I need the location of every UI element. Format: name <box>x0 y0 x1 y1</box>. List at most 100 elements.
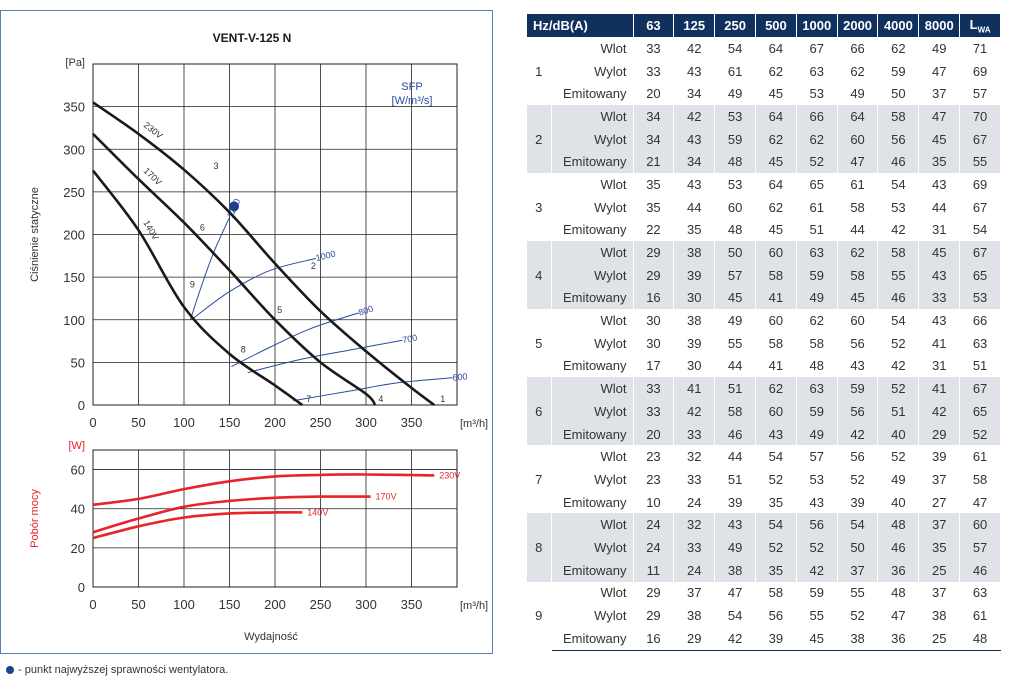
row-type-label: Wlot <box>551 513 634 537</box>
table-row: 3 Wlot 35 43 53 64 65 61 54 43 69 <box>527 173 1001 242</box>
table-row: Emitowany 16 29 42 39 45 38 36 25 48 <box>527 626 1001 651</box>
table-cell: 60 <box>755 309 797 332</box>
table-cell: 25 <box>918 626 961 651</box>
table-cell: 38 <box>673 604 716 627</box>
table-group-4: 4 Wlot 29 38 50 60 63 62 58 45 67 Wylot 29 39 57 58 59 58… <box>527 241 1001 310</box>
table-group-3: 3 Wlot 35 43 53 64 65 61 54 43 69 Wylot 35 44 60 62 61 58… <box>527 173 1001 242</box>
table-cell: 36 <box>877 558 920 582</box>
table-cell: 30 <box>673 354 716 378</box>
table-cell: 64 <box>837 105 879 128</box>
group-number: 8 <box>527 513 552 582</box>
table-cell: 31 <box>918 354 961 378</box>
table-cell: 39 <box>755 626 797 651</box>
table-cell: 50 <box>837 536 879 559</box>
table-row: Wylot 33 43 61 62 63 62 59 47 69 <box>527 59 1001 83</box>
header-freq-250: 250 <box>714 14 756 37</box>
table-cell: 66 <box>796 105 838 128</box>
power-curve-140V <box>92 511 303 540</box>
table-cell: 57 <box>959 536 1001 559</box>
table-cell: 48 <box>796 354 838 378</box>
row-type-label: Wlot <box>551 105 634 128</box>
sfp-curve-700 <box>247 339 403 374</box>
table-cell: 29 <box>673 626 716 651</box>
table-cell: 60 <box>755 241 797 264</box>
sfp-curve-label: 700 <box>401 333 418 346</box>
table-cell: 60 <box>714 195 756 219</box>
table-cell: 57 <box>959 82 1001 106</box>
chart-panel: VENT-V-125 N 0 50 100 150 200 250 300 350 0 50 100 1… <box>0 0 495 655</box>
table-cell: 62 <box>837 59 879 83</box>
power-curve-label: 140V <box>307 507 328 517</box>
table-cell: 63 <box>959 581 1001 605</box>
table-cell: 44 <box>714 445 756 469</box>
table-cell: 55 <box>837 581 879 605</box>
table-cell: 41 <box>918 377 961 400</box>
table-cell: 61 <box>837 173 879 196</box>
table-cell: 56 <box>837 400 879 423</box>
table-cell: 43 <box>796 490 838 514</box>
header-lwa-sub: WA <box>977 25 991 35</box>
table-cell: 33 <box>673 536 716 559</box>
table-cell: 47 <box>918 105 961 128</box>
header-freq-2000: 2000 <box>837 14 879 37</box>
table-cell: 51 <box>714 468 756 491</box>
table-cell: 39 <box>837 490 879 514</box>
table-cell: 71 <box>959 37 1001 60</box>
table-cell: 33 <box>918 286 961 310</box>
table-cell: 35 <box>633 195 675 219</box>
table-cell: 29 <box>633 241 675 264</box>
table-cell: 31 <box>918 218 961 242</box>
table-cell: 52 <box>959 422 1001 446</box>
table-cell: 58 <box>837 195 879 219</box>
table-row: 2 Wlot 34 42 53 64 66 64 58 47 70 <box>527 105 1001 174</box>
table-cell: 61 <box>714 59 756 83</box>
header-freq-4000: 4000 <box>877 14 920 37</box>
table-cell: 52 <box>877 331 920 355</box>
table-cell: 64 <box>755 37 797 60</box>
power-y-tick-label: 20 <box>71 541 85 556</box>
table-cell: 32 <box>673 513 716 537</box>
power-x-tick-label: 300 <box>355 597 377 612</box>
table-cell: 57 <box>714 263 756 287</box>
table-cell: 50 <box>714 241 756 264</box>
table-cell: 44 <box>918 195 961 219</box>
sfp-unit: [W/m³/s] <box>392 95 433 107</box>
row-type-label: Wlot <box>551 37 634 60</box>
pressure-y-tick-label: 50 <box>71 355 85 370</box>
table-cell: 46 <box>959 558 1001 582</box>
table-cell: 30 <box>673 286 716 310</box>
table-row: Emitowany 21 34 48 45 52 47 46 35 55 <box>527 150 1001 174</box>
table-cell: 69 <box>959 59 1001 83</box>
table-cell: 35 <box>755 558 797 582</box>
row-type-label: Emitowany <box>551 354 634 378</box>
table-cell: 42 <box>877 354 920 378</box>
table-cell: 43 <box>673 173 716 196</box>
table-cell: 62 <box>755 195 797 219</box>
table-cell: 17 <box>633 354 675 378</box>
table-cell: 70 <box>959 105 1001 128</box>
table-cell: 48 <box>877 513 920 537</box>
table-cell: 53 <box>714 173 756 196</box>
table-cell: 49 <box>918 37 961 60</box>
pressure-x-tick-label: 300 <box>355 415 377 430</box>
table-cell: 33 <box>633 37 675 60</box>
row-type-label: Emitowany <box>551 218 634 242</box>
table-row: Emitowany 10 24 39 35 43 39 40 27 47 <box>527 490 1001 514</box>
table-cell: 33 <box>673 468 716 491</box>
table-header-row: Hz/dB(A) 63 125 250 500 1000 2000 4000 8… <box>527 14 1001 37</box>
table-group-6: 6 Wlot 33 41 51 62 63 59 52 41 67 Wylot 33 42 58 60 59 56… <box>527 377 1001 446</box>
table-cell: 54 <box>755 445 797 469</box>
table-cell: 49 <box>714 82 756 106</box>
row-type-label: Wylot <box>551 536 634 559</box>
table-group-8: 8 Wlot 24 32 43 54 56 54 48 37 60 Wylot 24 33 49 52 52 50… <box>527 513 1001 582</box>
power-x-tick-label: 350 <box>401 597 423 612</box>
sfp-curve-label: 600 <box>452 371 468 382</box>
table-cell: 41 <box>755 354 797 378</box>
table-cell: 52 <box>755 468 797 491</box>
table-cell: 48 <box>714 218 756 242</box>
table-cell: 43 <box>918 309 961 332</box>
table-cell: 54 <box>837 513 879 537</box>
table-cell: 59 <box>796 581 838 605</box>
table-cell: 33 <box>633 400 675 423</box>
table-cell: 62 <box>796 127 838 151</box>
